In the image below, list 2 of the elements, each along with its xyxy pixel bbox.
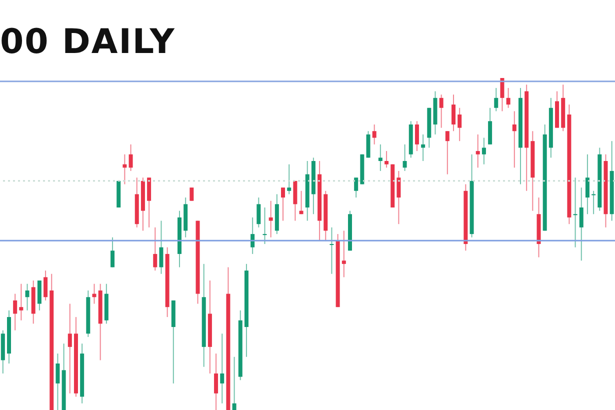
candlestick [190,187,194,202]
chart-title: 00 DAILY [0,22,176,62]
